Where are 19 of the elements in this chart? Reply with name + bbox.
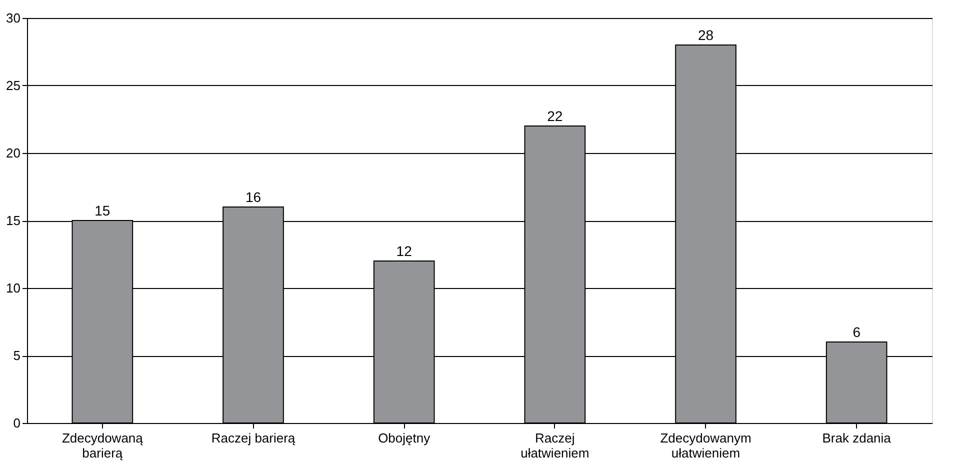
y-tick-label: 25 xyxy=(6,78,20,93)
data-label: 16 xyxy=(245,189,262,205)
x-tick-label: Raczej barierą xyxy=(211,430,296,446)
x-tick-label: Obojętny xyxy=(378,430,431,446)
x-tick-label: Zdecydowaną barierą xyxy=(62,430,144,460)
x-tick-label: Zdecydowanym ułatwieniem xyxy=(660,430,752,460)
x-tick-label: Brak zdania xyxy=(822,430,892,446)
y-tick-label: 30 xyxy=(6,10,20,26)
data-label: 22 xyxy=(547,108,563,124)
data-label: 28 xyxy=(698,27,714,43)
y-tick-label: 15 xyxy=(6,213,20,228)
y-tick-label: 20 xyxy=(6,146,20,160)
y-tick-label: 0 xyxy=(13,416,20,430)
data-label: 15 xyxy=(94,202,110,218)
x-tick-label: Raczej ułatwieniem xyxy=(520,430,590,460)
data-label: 6 xyxy=(852,324,861,340)
data-label: 12 xyxy=(396,243,412,259)
y-tick-label: 5 xyxy=(13,348,20,363)
y-tick-label: 10 xyxy=(6,280,20,296)
